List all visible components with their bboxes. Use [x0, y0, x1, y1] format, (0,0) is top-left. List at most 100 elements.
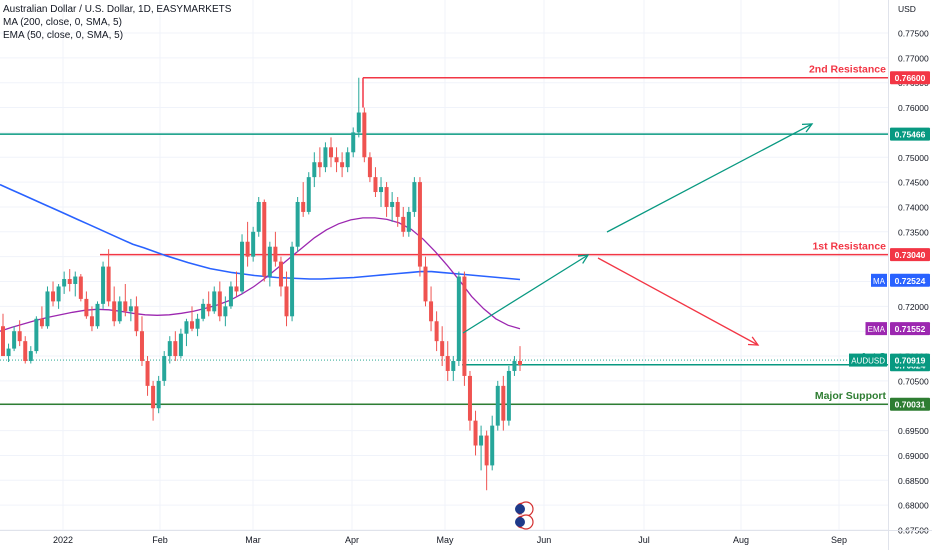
x-tick-label: Apr: [345, 535, 359, 545]
y-tick-label: 0.69000: [898, 451, 929, 461]
candle-body: [156, 380, 161, 409]
indicator-price-tag-bg: [890, 322, 930, 336]
candle-body: [295, 201, 300, 247]
x-tick-label: Jul: [638, 535, 650, 545]
candle-body: [73, 276, 78, 284]
projection-arrows[interactable]: [462, 123, 814, 346]
candle-body: [67, 279, 72, 284]
candle-body: [518, 361, 522, 365]
y-tick-label: 0.68000: [898, 501, 929, 511]
event-icons[interactable]: [514, 501, 534, 530]
level-label: 2nd Resistance: [809, 64, 886, 76]
y-tick-label: 0.69500: [898, 426, 929, 436]
candle-body: [440, 341, 445, 357]
candle-body: [134, 306, 139, 332]
candle-body: [490, 425, 495, 466]
x-tick-label: Jun: [537, 535, 552, 545]
candle-body: [390, 201, 395, 207]
candle-body: [1, 326, 5, 357]
candle-body: [190, 321, 195, 329]
level-price-tag-text: 0.75466: [895, 130, 926, 140]
candle-body: [245, 241, 250, 257]
candle-body: [28, 351, 33, 362]
candle-body: [84, 298, 89, 317]
arrow-up-2[interactable]: [606, 123, 813, 233]
candle-body: [123, 301, 128, 312]
arrow-down[interactable]: [597, 257, 759, 346]
y-tick-label: 0.77000: [898, 53, 929, 63]
candle-body: [479, 435, 484, 446]
price-tags: 0.766000.754660.730400.708240.700310.725…: [849, 71, 930, 411]
event-icon-flag: [515, 517, 525, 527]
candle-body: [301, 201, 306, 212]
candle-body: [95, 303, 100, 327]
candle-body: [167, 341, 172, 357]
candle-body: [340, 162, 345, 168]
candle-body: [278, 261, 283, 287]
y-tick-label: 0.73500: [898, 227, 929, 237]
candle-body: [228, 286, 233, 307]
candle-body: [328, 147, 333, 158]
candle-body: [367, 157, 372, 178]
candle-body: [467, 375, 472, 421]
candle-body: [506, 370, 511, 421]
currency-label: USD: [898, 4, 916, 14]
y-tick-label: 0.70500: [898, 376, 929, 386]
candle-body: [417, 182, 422, 267]
candle-body: [6, 348, 11, 357]
candle-body: [101, 266, 106, 304]
indicator-name-text: MA: [873, 277, 886, 286]
level-price-tag-bg: [890, 397, 930, 411]
level-price-tag-text: 0.73040: [895, 250, 926, 260]
candle-body: [240, 241, 245, 292]
candle-body: [323, 147, 328, 168]
y-tick-label: 0.68500: [898, 476, 929, 486]
candle-body: [401, 216, 406, 232]
y-tick-label: 0.77500: [898, 29, 929, 39]
candle-body: [484, 435, 489, 466]
candle-body: [173, 341, 178, 357]
chart-legend: Australian Dollar / U.S. Dollar, 1D, EAS…: [3, 3, 231, 42]
candle-body: [217, 291, 222, 317]
candle-body: [78, 276, 83, 299]
candle-body: [39, 318, 44, 327]
candle-body: [151, 385, 156, 409]
arrow-up-1[interactable]: [462, 254, 589, 334]
candle-body: [201, 303, 206, 319]
candle-body: [256, 201, 261, 232]
candle-body: [56, 286, 61, 302]
indicator-price-tag-bg: [890, 353, 930, 367]
candle-body: [462, 276, 467, 376]
x-tick-label: Sep: [831, 535, 847, 545]
indicator-name-text: EMA: [868, 325, 886, 334]
time-axis[interactable]: 2022 Feb Mar Apr May Jun Jul Aug Sep: [0, 530, 932, 546]
level-label: Major Support: [815, 390, 887, 402]
level-price-tag-bg: [890, 71, 930, 85]
candle-body: [195, 318, 200, 329]
candle-body: [362, 112, 367, 158]
candle-body: [273, 246, 278, 262]
candle-body: [501, 385, 506, 421]
indicator-name-bg: [871, 273, 887, 287]
candle-body: [356, 112, 361, 133]
ma-legend[interactable]: MA (200, close, 0, SMA, 5): [3, 17, 122, 28]
symbol-title[interactable]: Australian Dollar / U.S. Dollar, 1D, EAS…: [3, 4, 232, 15]
event-icon-flag: [515, 504, 525, 514]
candle-body: [473, 420, 478, 446]
candle-body: [106, 266, 111, 302]
candle-body: [373, 177, 378, 193]
candle-body: [206, 303, 211, 312]
candle-body: [262, 201, 267, 277]
candle-body: [345, 152, 350, 168]
ma200-line: [0, 183, 521, 281]
candle-body: [445, 356, 450, 371]
plot-background: [0, 0, 888, 530]
ema-legend[interactable]: EMA (50, close, 0, SMA, 5): [3, 30, 124, 41]
level-label: 1st Resistance: [812, 241, 886, 253]
y-tick-label: 0.74000: [898, 202, 929, 212]
candle-body: [89, 316, 94, 327]
arrow-up-1-head: [577, 254, 590, 264]
candle-body: [128, 306, 133, 312]
candle-body: [212, 291, 217, 312]
